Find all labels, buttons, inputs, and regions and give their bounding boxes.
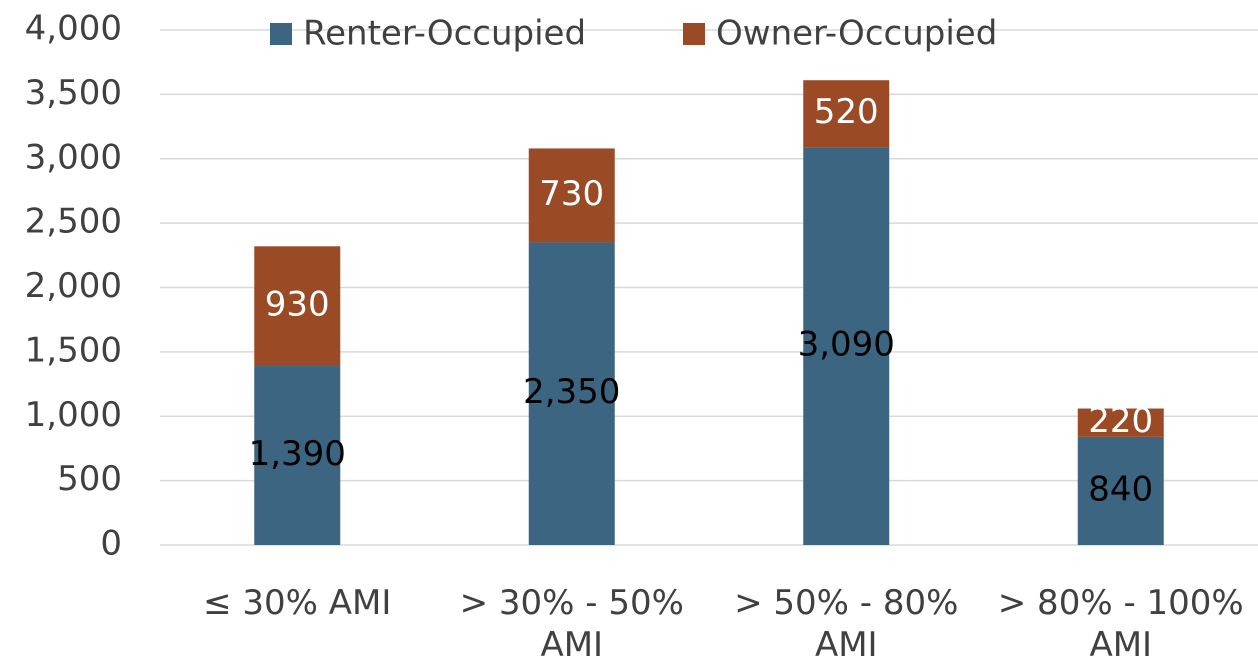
x-tick-label: > 30% - 50% AMI [459,583,684,665]
x-tick-label: ≤ 30% AMI [203,583,392,623]
data-label: 220 [1088,401,1153,441]
data-label: 840 [1088,469,1153,509]
y-tick-label: 3,000 [25,137,122,177]
y-tick-label: 500 [57,459,122,499]
bar-segment [1077,408,1164,437]
y-tick-label: 2,500 [25,202,122,242]
y-tick-label: 0 [100,524,122,564]
legend-swatch [270,23,292,45]
data-label: 1,390 [249,434,346,474]
legend-label: Owner-Occupied [716,14,997,54]
data-label: 520 [814,92,879,132]
data-label: 2,350 [523,372,620,412]
data-label: 930 [265,285,330,325]
bar-segment [803,147,890,545]
x-tick-label: > 80% - 100% AMI [997,583,1244,665]
y-tick-label: 1,500 [25,330,122,370]
legend-swatch [683,23,705,45]
bar-segment [254,366,341,545]
y-tick-label: 2,000 [25,266,122,306]
data-label: 730 [539,174,604,214]
y-tick-label: 4,000 [25,9,122,49]
y-tick-label: 1,000 [25,395,122,435]
bar-segment [528,242,615,545]
bar-segment [254,246,341,367]
data-label: 3,090 [798,325,895,365]
bar-segment [1077,436,1164,545]
legend-label: Renter-Occupied [303,14,586,54]
bar-segment [803,80,890,148]
x-tick-label: > 50% - 80% AMI [734,583,959,665]
y-tick-label: 3,500 [25,73,122,113]
bar-segment [528,148,615,243]
